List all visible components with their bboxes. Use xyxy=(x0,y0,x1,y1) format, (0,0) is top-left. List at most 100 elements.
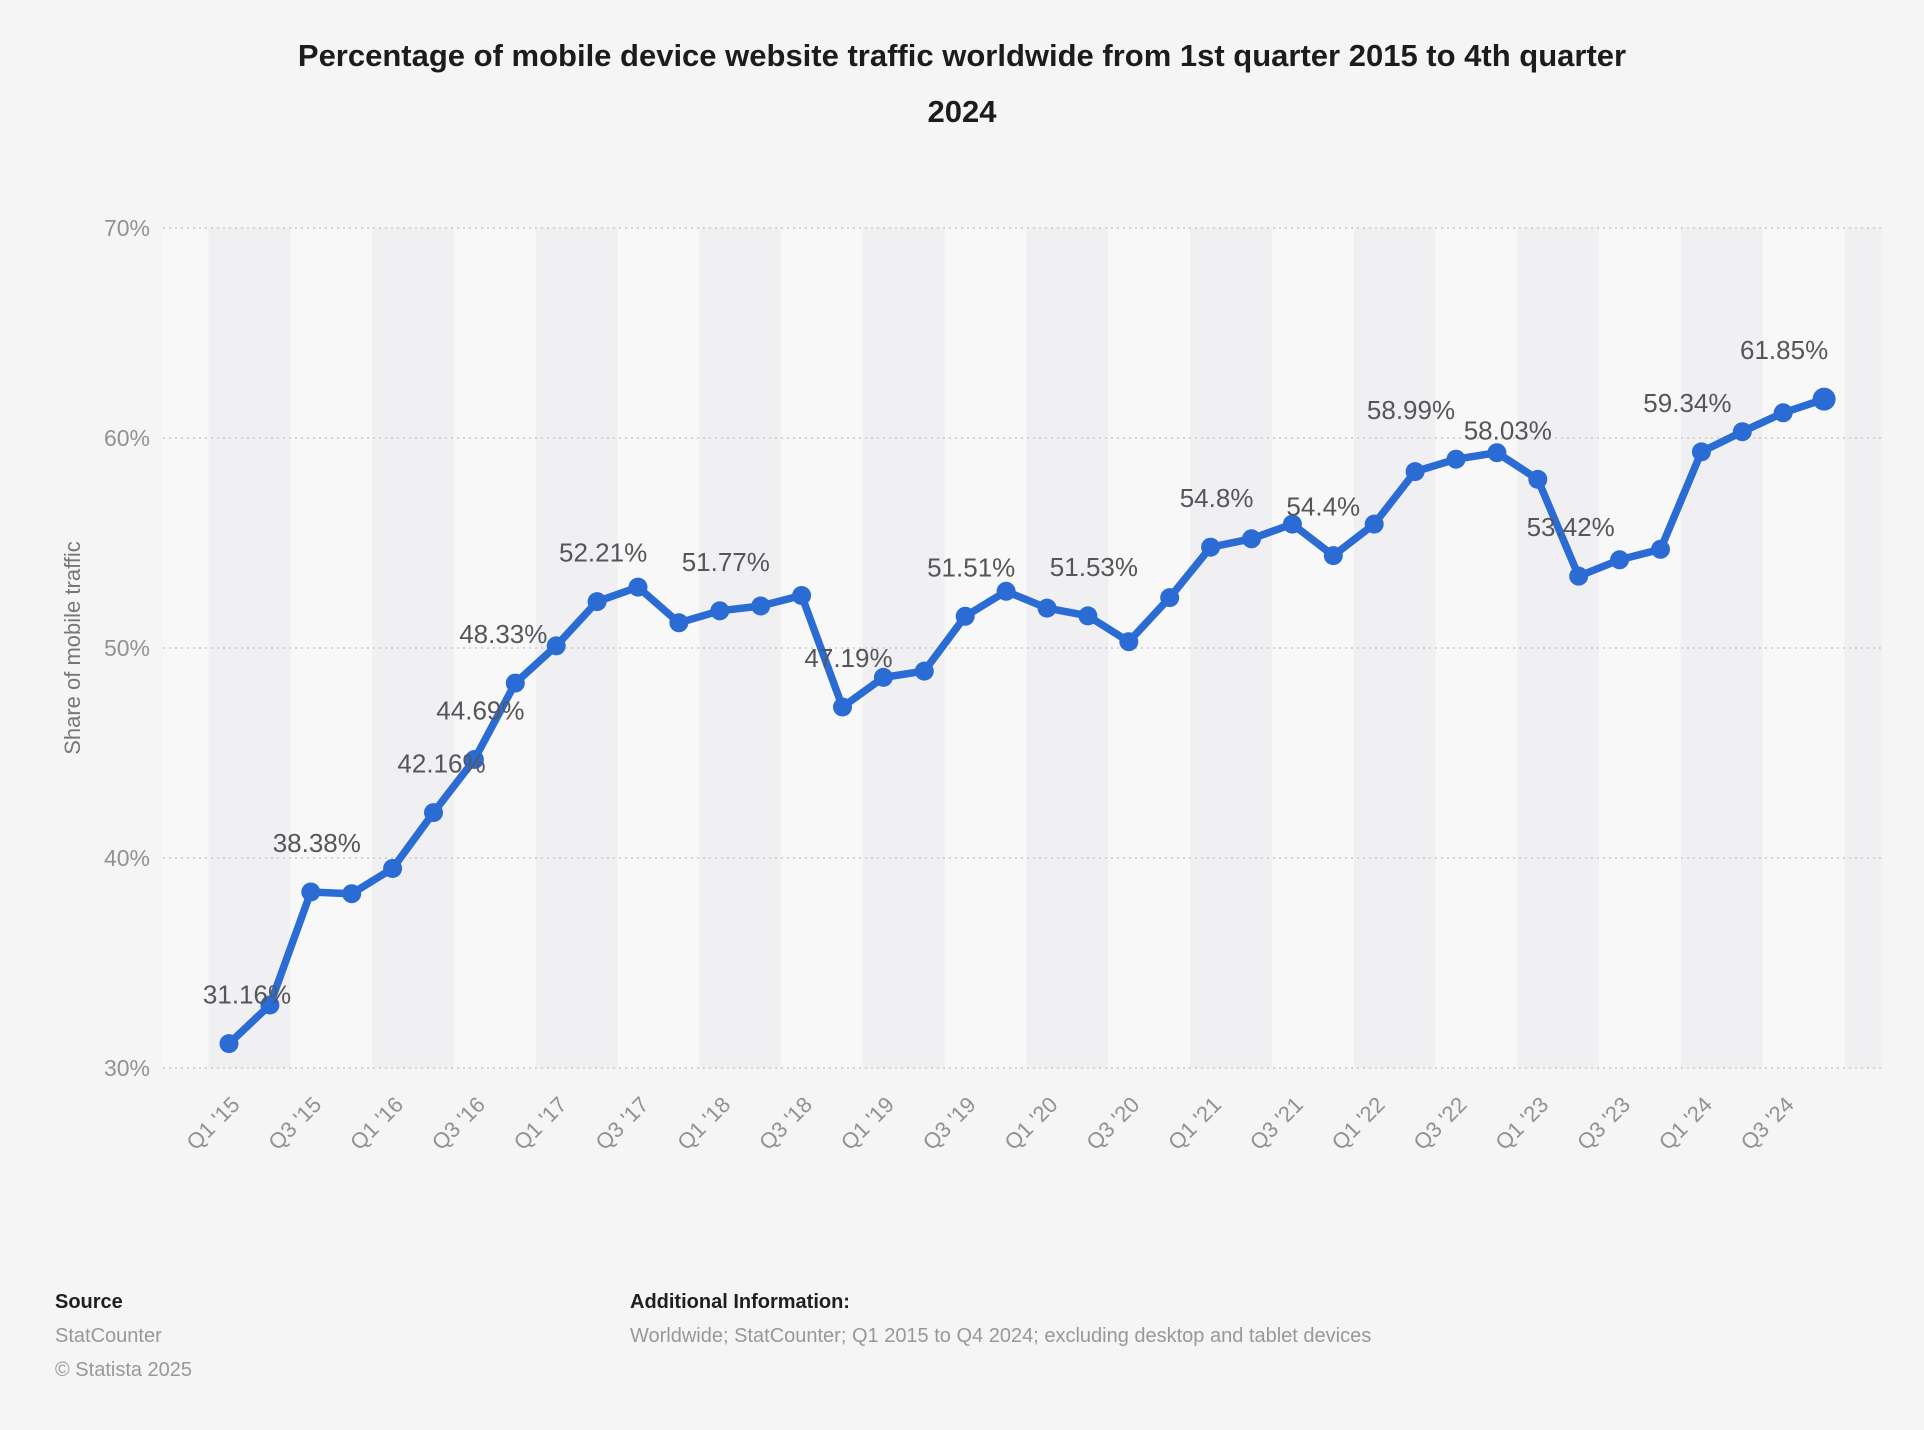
data-point-label: 42.16% xyxy=(397,749,485,779)
x-axis-tick-label: Q3 '16 xyxy=(427,1092,490,1155)
data-point-label: 52.21% xyxy=(559,538,647,568)
y-axis-tick-label: 40% xyxy=(104,845,150,871)
y-axis-tick-label: 70% xyxy=(104,215,150,241)
x-axis-tick-label: Q1 '22 xyxy=(1327,1092,1390,1155)
data-point-label: 38.38% xyxy=(273,828,361,858)
x-axis-tick-label: Q3 '17 xyxy=(591,1092,654,1155)
data-point[interactable] xyxy=(1037,598,1057,618)
plot-band xyxy=(617,228,700,1068)
data-point-label: 48.33% xyxy=(459,619,547,649)
data-point[interactable] xyxy=(1528,469,1548,489)
data-point[interactable] xyxy=(1282,514,1302,534)
data-point-label: 54.4% xyxy=(1286,492,1360,522)
data-point-label: 61.85% xyxy=(1740,335,1828,365)
data-point[interactable] xyxy=(1405,462,1425,482)
data-point-label: 58.03% xyxy=(1464,415,1552,445)
data-point[interactable] xyxy=(1812,387,1836,411)
data-point[interactable] xyxy=(260,995,280,1015)
data-point-label: 53.42% xyxy=(1527,512,1615,542)
x-axis-tick-label: Q3 '22 xyxy=(1409,1092,1472,1155)
x-axis-tick-label: Q1 '18 xyxy=(672,1092,735,1155)
data-point[interactable] xyxy=(1487,443,1507,463)
data-point[interactable] xyxy=(1201,537,1221,557)
data-point[interactable] xyxy=(996,581,1016,601)
x-axis-tick-label: Q1 '20 xyxy=(1000,1092,1063,1155)
data-point[interactable] xyxy=(546,636,566,656)
x-axis-tick-label: Q3 '21 xyxy=(1245,1092,1308,1155)
data-point-label: 31.16% xyxy=(203,980,291,1010)
x-axis-tick-label: Q1 '23 xyxy=(1490,1092,1553,1155)
x-axis-tick-label: Q1 '17 xyxy=(509,1092,572,1155)
data-point[interactable] xyxy=(1119,632,1139,652)
x-axis-tick-label: Q3 '24 xyxy=(1736,1092,1799,1155)
data-point[interactable] xyxy=(710,601,730,621)
data-point[interactable] xyxy=(1732,422,1752,442)
data-point[interactable] xyxy=(1651,539,1670,559)
data-point[interactable] xyxy=(751,596,771,616)
page-title-text: Percentage of mobile device website traf… xyxy=(297,38,1627,129)
data-point-label: 58.99% xyxy=(1367,395,1455,425)
y-axis-title: Share of mobile traffic xyxy=(60,541,85,755)
data-point[interactable] xyxy=(464,750,484,770)
data-point[interactable] xyxy=(1160,588,1180,608)
x-axis-tick-label: Q1 '21 xyxy=(1163,1092,1226,1155)
x-axis-tick-label: Q1 '24 xyxy=(1654,1092,1717,1155)
x-axis-tick-label: Q1 '15 xyxy=(182,1092,245,1155)
plot-band xyxy=(1026,228,1109,1068)
data-point[interactable] xyxy=(873,667,893,687)
data-point-label: 51.51% xyxy=(927,552,1015,582)
data-point-label: 51.77% xyxy=(682,547,770,577)
data-point[interactable] xyxy=(1610,550,1630,570)
data-point[interactable] xyxy=(1446,449,1466,469)
data-point[interactable] xyxy=(219,1034,239,1054)
data-point[interactable] xyxy=(342,884,362,904)
additional-info-block: Additional Information: Worldwide; StatC… xyxy=(630,1285,1371,1353)
data-point-label: 59.34% xyxy=(1643,388,1731,418)
data-point[interactable] xyxy=(424,803,443,823)
data-point-label: 44.69% xyxy=(436,696,524,726)
data-point[interactable] xyxy=(1569,566,1589,586)
x-axis-tick-label: Q1 '19 xyxy=(836,1092,899,1155)
data-point[interactable] xyxy=(792,586,812,605)
additional-info-text: Worldwide; StatCounter; Q1 2015 to Q4 20… xyxy=(630,1325,1372,1347)
plot-band xyxy=(208,228,291,1068)
y-axis-tick-label: 50% xyxy=(104,635,150,661)
source-block: Source StatCounter © Statista 2025 xyxy=(55,1285,192,1387)
plot-band xyxy=(1435,228,1518,1068)
x-axis-tick-label: Q3 '19 xyxy=(918,1092,981,1155)
data-point-label: 51.53% xyxy=(1050,552,1138,582)
plot-band xyxy=(372,228,454,1068)
x-axis-tick-label: Q3 '20 xyxy=(1081,1092,1144,1155)
data-point[interactable] xyxy=(1364,514,1384,534)
x-axis-tick-label: Q1 '16 xyxy=(345,1092,408,1155)
data-point[interactable] xyxy=(669,613,689,633)
source-name: StatCounter xyxy=(55,1325,162,1347)
data-point[interactable] xyxy=(1773,403,1793,423)
copyright: © Statista 2025 xyxy=(55,1359,193,1381)
data-point-label: 54.8% xyxy=(1180,483,1254,513)
x-axis-tick-label: Q3 '15 xyxy=(263,1092,326,1155)
data-point[interactable] xyxy=(1078,606,1098,626)
data-point[interactable] xyxy=(505,673,525,693)
x-axis-tick-label: Q3 '23 xyxy=(1572,1092,1635,1155)
data-point[interactable] xyxy=(301,882,321,902)
data-line xyxy=(225,395,1828,1048)
page-title: Percentage of mobile device website traf… xyxy=(0,28,1924,140)
data-point[interactable] xyxy=(587,592,607,612)
additional-info-heading: Additional Information: xyxy=(630,1291,850,1313)
data-point[interactable] xyxy=(914,661,934,681)
plot-band xyxy=(1271,228,1354,1068)
data-point[interactable] xyxy=(833,697,852,717)
data-point[interactable] xyxy=(955,606,975,626)
data-point[interactable] xyxy=(1691,442,1711,462)
data-point[interactable] xyxy=(1242,529,1261,549)
plot-band xyxy=(1762,228,1845,1068)
data-point[interactable] xyxy=(1323,546,1343,566)
source-heading: Source xyxy=(55,1291,123,1313)
x-axis-tick-label: Q3 '18 xyxy=(754,1092,817,1155)
data-point-label: 47.19% xyxy=(804,643,892,673)
data-point[interactable] xyxy=(383,859,403,878)
data-point[interactable] xyxy=(628,577,648,597)
